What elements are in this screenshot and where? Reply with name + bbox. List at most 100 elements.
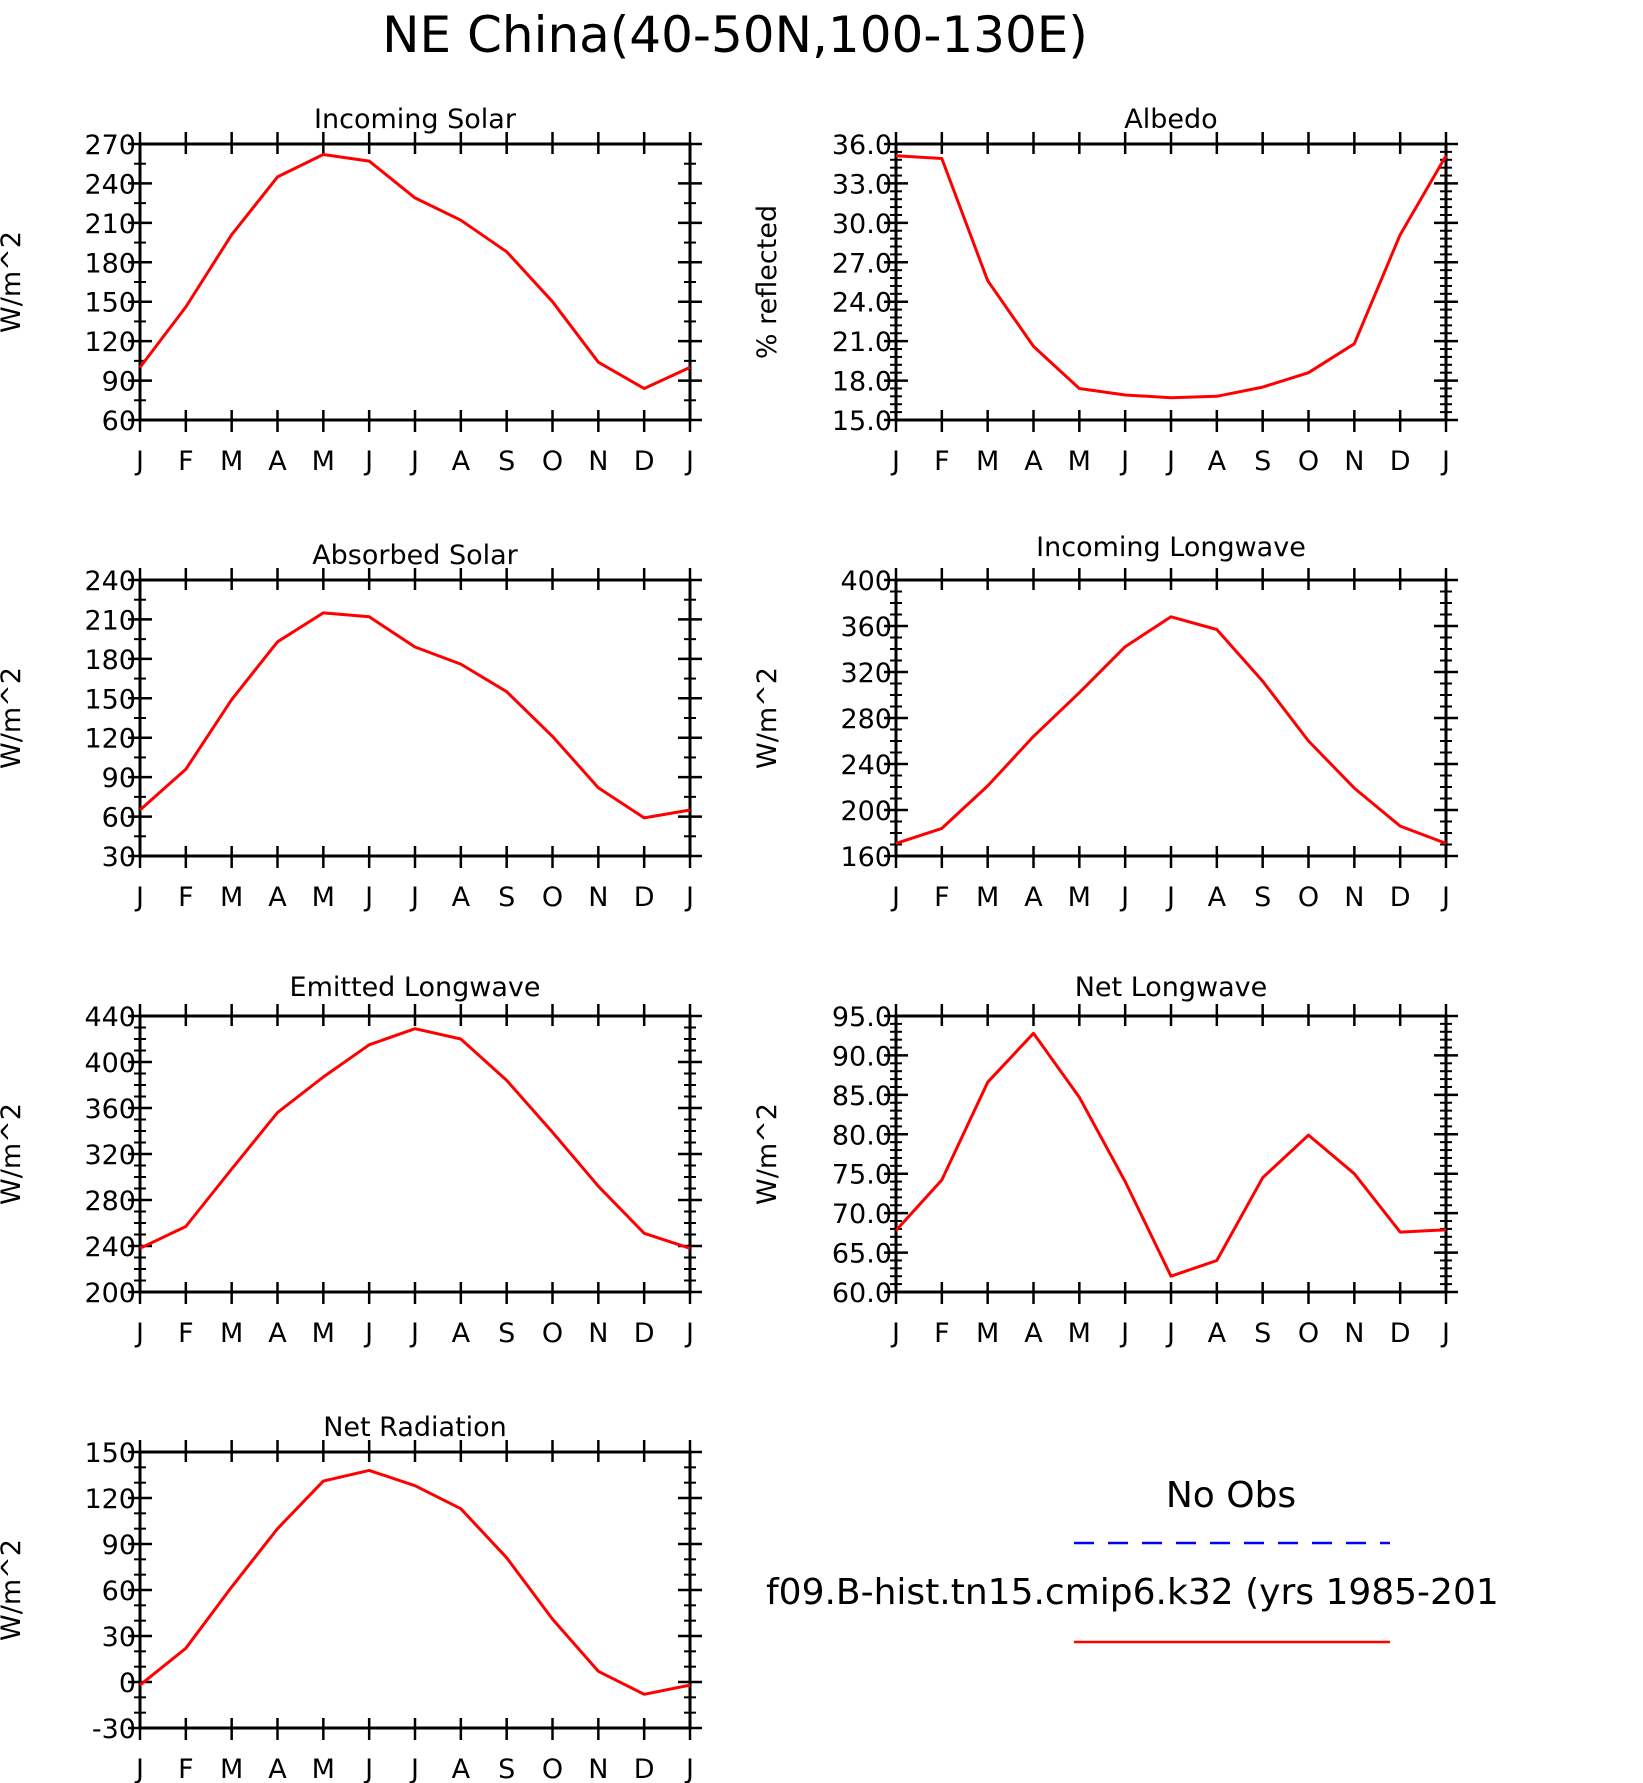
y-tick-label: 120 [84, 327, 136, 358]
series-line [895, 615, 1447, 845]
y-tick-label: 60 [102, 803, 136, 834]
y-tick-label: 15.0 [832, 406, 892, 437]
x-tick-label: S [1254, 1318, 1271, 1349]
x-tick-label: J [1440, 882, 1450, 913]
x-tick-label: A [268, 1754, 287, 1783]
y-tick-label: 200 [84, 1278, 136, 1309]
x-tick-label: S [498, 446, 515, 477]
x-tick-label: N [588, 446, 608, 477]
x-tick-label: F [934, 446, 950, 477]
x-tick-label: J [684, 1754, 694, 1783]
y-tick-label: 60 [102, 1576, 136, 1607]
x-tick-label: A [1208, 1318, 1227, 1349]
x-tick-label: S [1254, 446, 1271, 477]
y-tick-label: 400 [84, 1048, 136, 1079]
x-tick-label: A [452, 446, 471, 477]
x-tick-label: A [1208, 446, 1227, 477]
legend-label-obs: No Obs [1166, 1475, 1296, 1516]
x-tick-label: A [452, 1318, 471, 1349]
x-tick-label: N [588, 882, 608, 913]
x-tick-label: J [890, 1318, 900, 1349]
y-tick-label: 30 [102, 842, 136, 873]
y-tick-label: 160 [840, 842, 892, 873]
panel-title: Absorbed Solar [312, 540, 518, 571]
x-tick-label: O [542, 1318, 563, 1349]
x-tick-label: D [634, 882, 655, 913]
y-tick-label: 75.0 [832, 1160, 892, 1191]
y-tick-label: 90 [102, 367, 136, 398]
x-tick-label: D [1390, 882, 1411, 913]
x-tick-label: M [312, 882, 335, 913]
y-tick-label: 180 [84, 645, 136, 676]
y-tick-label: 33.0 [832, 169, 892, 200]
x-tick-label: F [934, 882, 950, 913]
figure-title: NE China(40-50N,100-130E) [382, 6, 1088, 64]
series-line [138, 153, 691, 390]
x-tick-label: M [976, 446, 999, 477]
legend: No Obs f09.B-hist.tn15.cmip6.k32 (yrs 19… [766, 1475, 1499, 1644]
panel-title: Incoming Longwave [1036, 532, 1306, 563]
y-tick-label: 18.0 [832, 367, 892, 398]
x-tick-label: N [588, 1754, 608, 1783]
x-tick-label: J [363, 1754, 373, 1783]
x-tick-label: M [220, 882, 243, 913]
y-tick-label: 320 [840, 658, 892, 689]
y-tick-label: 90.0 [832, 1041, 892, 1072]
panel-title: Incoming Solar [314, 104, 517, 135]
x-tick-label: O [1298, 1318, 1319, 1349]
x-tick-label: J [684, 882, 694, 913]
y-tick-label: 240 [84, 566, 136, 597]
y-tick-label: 60 [102, 406, 136, 437]
panel-title: Net Longwave [1075, 972, 1268, 1003]
x-tick-label: A [452, 882, 471, 913]
y-tick-label: 65.0 [832, 1239, 892, 1270]
series-line [895, 154, 1448, 400]
y-tick-label: 280 [84, 1186, 136, 1217]
x-tick-label: J [1119, 446, 1129, 477]
y-tick-label: 60.0 [832, 1278, 892, 1309]
x-tick-label: D [634, 1318, 655, 1349]
y-tick-label: 240 [84, 169, 136, 200]
x-tick-label: S [498, 1318, 515, 1349]
y-tick-label: 360 [84, 1094, 136, 1125]
x-tick-label: F [178, 446, 194, 477]
y-tick-label: 210 [84, 209, 136, 240]
x-tick-label: J [134, 1754, 144, 1783]
x-tick-label: J [1165, 882, 1175, 913]
series-line [139, 611, 691, 820]
y-axis-label: W/m^2 [752, 1103, 783, 1205]
x-tick-label: F [178, 1318, 194, 1349]
x-tick-label: A [452, 1754, 471, 1783]
y-tick-label: 21.0 [832, 327, 892, 358]
x-tick-label: A [268, 1318, 287, 1349]
x-tick-label: D [1390, 446, 1411, 477]
y-tick-label: 180 [84, 248, 136, 279]
y-tick-label: 240 [840, 750, 892, 781]
x-tick-label: A [1024, 446, 1043, 477]
x-tick-label: M [976, 882, 999, 913]
x-tick-label: M [220, 446, 243, 477]
x-tick-label: J [1165, 1318, 1175, 1349]
x-tick-label: A [1024, 1318, 1043, 1349]
x-tick-label: J [1119, 882, 1129, 913]
x-tick-label: O [542, 882, 563, 913]
x-tick-label: O [542, 1754, 563, 1783]
legend-label-model: f09.B-hist.tn15.cmip6.k32 (yrs 1985-201 [766, 1572, 1499, 1613]
x-tick-label: M [220, 1318, 243, 1349]
x-tick-label: J [409, 882, 419, 913]
x-tick-label: J [1440, 446, 1450, 477]
y-tick-label: 85.0 [832, 1081, 892, 1112]
x-tick-label: J [134, 1318, 144, 1349]
x-tick-label: F [178, 1754, 194, 1783]
y-tick-label: 0 [119, 1668, 136, 1699]
y-tick-label: 150 [84, 684, 136, 715]
y-tick-label: 150 [84, 1438, 136, 1469]
x-tick-label: S [498, 1754, 515, 1783]
y-tick-label: 210 [84, 605, 136, 636]
x-tick-label: M [312, 1318, 335, 1349]
